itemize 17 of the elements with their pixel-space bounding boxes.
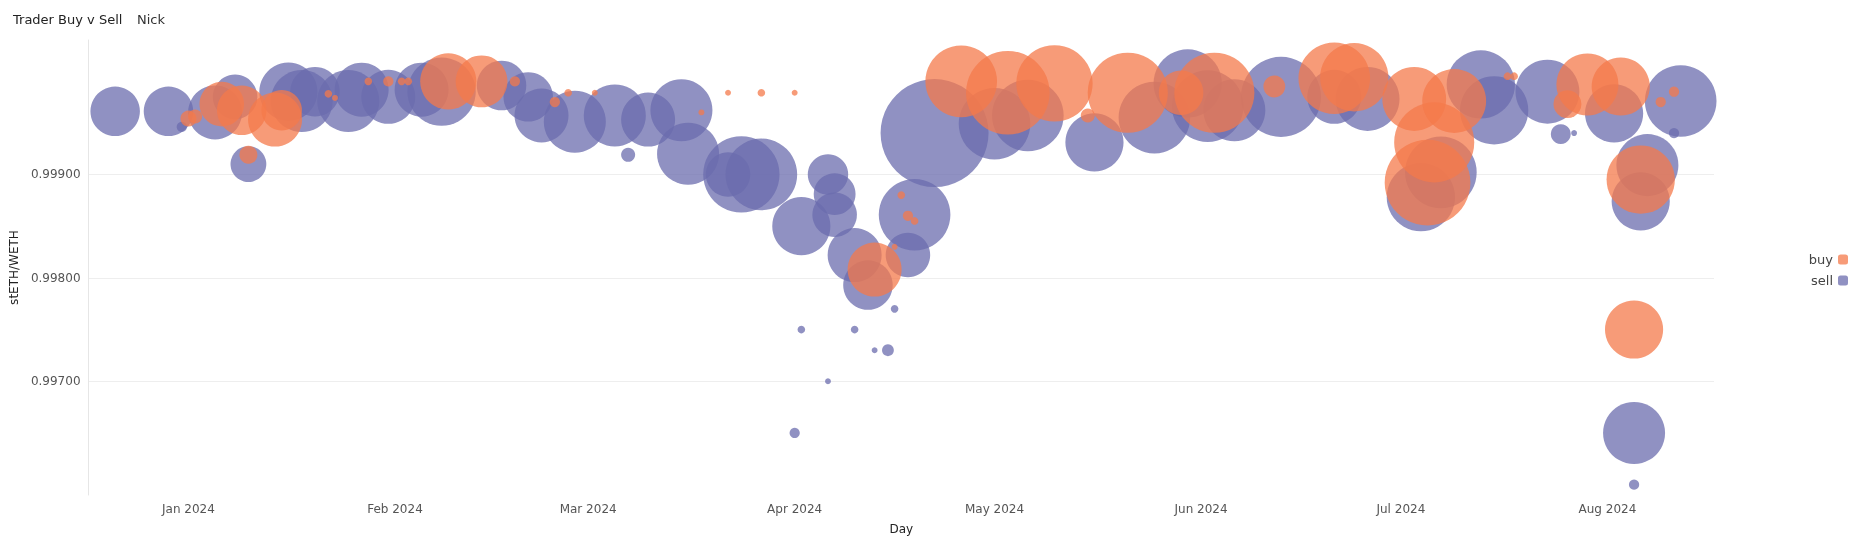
y-tick-label: 0.99900: [30, 167, 81, 182]
legend-label: buy: [1808, 252, 1834, 267]
x-tick-label: Jun 2024: [1173, 502, 1228, 516]
y-tick-label: 0.99700: [30, 374, 81, 389]
chart-title: Trader Buy v Sell: [12, 12, 123, 27]
x-tick-label: May 2024: [964, 502, 1025, 516]
x-tick-label: Feb 2024: [367, 502, 423, 516]
x-axis-title: Day: [889, 522, 914, 536]
x-tick-label: Mar 2024: [559, 502, 617, 516]
chart-subtitle: Nick: [137, 12, 166, 27]
legend-label: sell: [1811, 273, 1833, 288]
x-tick-label: Aug 2024: [1578, 502, 1637, 516]
x-tick-label: Jul 2024: [1375, 502, 1426, 516]
x-tick-label: Jan 2024: [161, 502, 215, 516]
x-tick-label: Apr 2024: [767, 502, 823, 516]
y-tick-label: 0.99800: [30, 270, 81, 285]
y-axis-title: stETH/WETH: [7, 230, 21, 305]
